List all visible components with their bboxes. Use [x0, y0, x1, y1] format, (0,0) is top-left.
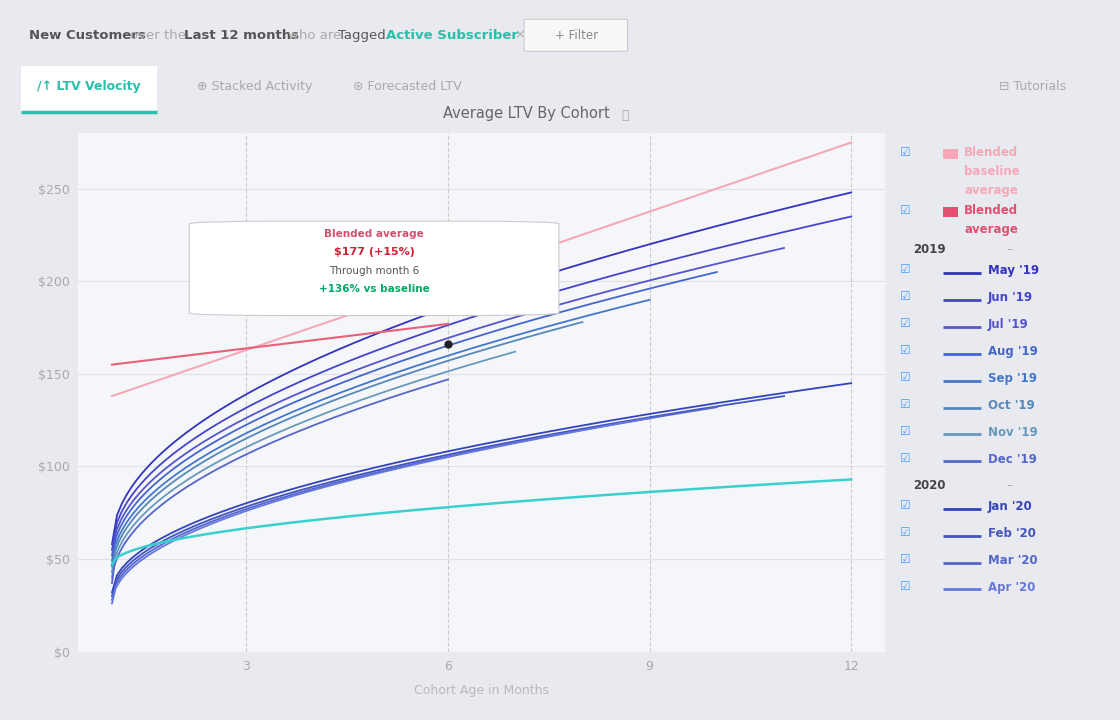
Text: 2019: 2019	[913, 243, 945, 256]
Text: Through month 6: Through month 6	[329, 266, 419, 276]
Text: who are: who are	[288, 29, 342, 42]
Text: Oct '19: Oct '19	[988, 400, 1034, 413]
Text: Jul '19: Jul '19	[988, 318, 1028, 331]
Text: ☑: ☑	[900, 426, 911, 438]
Text: ☑: ☑	[900, 204, 911, 217]
Text: 2020: 2020	[913, 479, 945, 492]
Text: baseline: baseline	[964, 165, 1020, 178]
Text: Apr '20: Apr '20	[988, 581, 1035, 594]
Text: Blended: Blended	[964, 146, 1018, 159]
Text: ⊟ Tutorials: ⊟ Tutorials	[999, 80, 1066, 93]
Text: $177 (+15%): $177 (+15%)	[334, 248, 414, 257]
Text: ☑: ☑	[900, 580, 911, 593]
Text: ☑: ☑	[900, 290, 911, 303]
Text: ☑: ☑	[900, 452, 911, 465]
FancyBboxPatch shape	[524, 19, 627, 51]
Text: Jan '20: Jan '20	[988, 500, 1033, 513]
Text: –: –	[1007, 479, 1012, 492]
Text: ☑: ☑	[900, 526, 911, 539]
Text: May '19: May '19	[988, 264, 1038, 277]
Text: over the: over the	[130, 29, 186, 42]
Text: ☑: ☑	[900, 372, 911, 384]
Text: Feb '20: Feb '20	[988, 527, 1035, 540]
Text: ☑: ☑	[900, 499, 911, 513]
Text: Blended: Blended	[964, 204, 1018, 217]
Text: +136% vs baseline: +136% vs baseline	[319, 284, 429, 294]
Text: ⊛ Forecasted LTV: ⊛ Forecasted LTV	[353, 80, 461, 93]
Text: average: average	[964, 223, 1018, 236]
Text: Active Subscriber: Active Subscriber	[385, 29, 517, 42]
Bar	[943, 149, 958, 159]
X-axis label: Cohort Age in Months: Cohort Age in Months	[414, 684, 549, 697]
Text: ☑: ☑	[900, 264, 911, 276]
Text: ⓘ: ⓘ	[622, 109, 629, 122]
Text: Aug '19: Aug '19	[988, 346, 1037, 359]
Text: /↑ LTV Velocity: /↑ LTV Velocity	[37, 80, 140, 93]
Text: average: average	[964, 184, 1018, 197]
FancyBboxPatch shape	[21, 66, 157, 112]
Text: ⊕ Stacked Activity: ⊕ Stacked Activity	[197, 80, 312, 93]
Text: Nov '19: Nov '19	[988, 426, 1037, 439]
Text: New Customers: New Customers	[29, 29, 146, 42]
Text: Sep '19: Sep '19	[988, 372, 1036, 385]
Text: ☑: ☑	[900, 344, 911, 357]
Text: ☑: ☑	[900, 398, 911, 411]
Text: Blended average: Blended average	[324, 229, 424, 239]
Text: Jun '19: Jun '19	[988, 292, 1033, 305]
Text: ☑: ☑	[900, 318, 911, 330]
Text: Tagged: Tagged	[338, 29, 385, 42]
Text: –: –	[1007, 243, 1012, 256]
Text: Average LTV By Cohort: Average LTV By Cohort	[444, 106, 609, 121]
Text: + Filter: + Filter	[554, 29, 598, 42]
Text: ☑: ☑	[900, 553, 911, 566]
FancyBboxPatch shape	[189, 221, 559, 315]
Text: ×: ×	[514, 29, 525, 42]
Text: Mar '20: Mar '20	[988, 554, 1037, 567]
Text: Dec '19: Dec '19	[988, 453, 1036, 466]
Text: Last 12 months: Last 12 months	[185, 29, 299, 42]
Bar	[943, 207, 958, 217]
Text: ☑: ☑	[900, 146, 911, 159]
